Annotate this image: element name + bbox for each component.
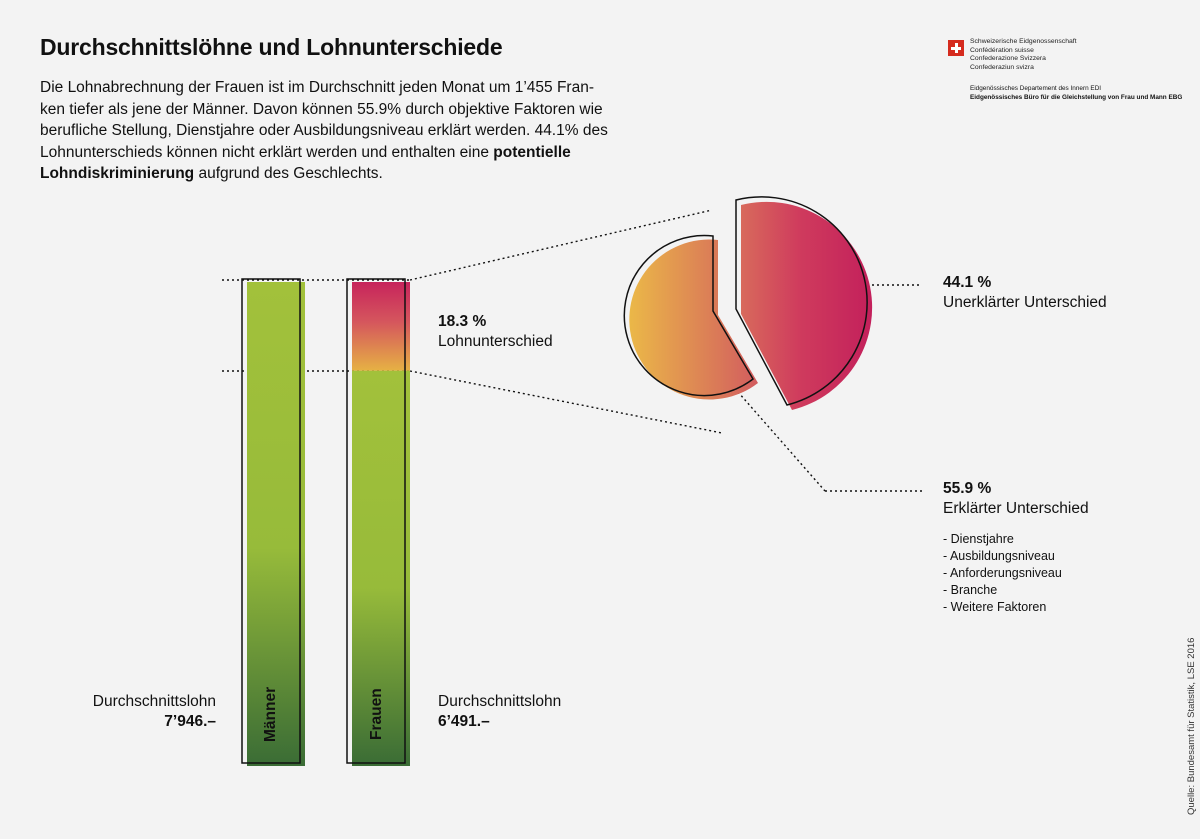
bar-maenner-outline [241,278,301,764]
wage-label-frauen: Durchschnittslohn 6’491.– [438,692,561,732]
intro-line-1: Die Lohnabrechnung der Frauen ist im Dur… [40,79,594,96]
explained-value: 55.9 % [943,480,992,497]
factor-item: - Anforderungsniveau [943,566,1062,580]
source-note: Quelle: Bundesamt für Statistik, LSE 201… [1186,637,1197,815]
bar-label-maenner: Männer [262,687,279,742]
pie-slice-unexplained [741,201,873,410]
intro-bold-2: Lohndiskriminierung [40,165,195,182]
logo-line-2: Confédération suisse [970,46,1034,54]
bar-label-frauen: Frauen [368,688,385,740]
page-title: Durchschnittslöhne und Lohnunterschiede [40,34,503,60]
bars [241,278,410,766]
bar-frauen [352,370,410,766]
intro-line-2: ken tiefer als jene der Männer. Davon kö… [40,100,603,118]
pie-chart [623,196,873,410]
bar-frauen-gap [352,282,410,371]
explained-label: 55.9 % Erklärter Unterschied [943,479,1089,519]
intro-bold-1: potentielle [493,143,571,161]
pie-slice-unexplained-outline [735,196,868,406]
unexplained-value: 44.1 % [943,274,992,291]
leader-explained-1 [737,391,826,492]
gap-label: 18.3 % Lohnunterschied [438,312,553,352]
swiss-flag-icon [948,40,964,56]
gap-value: 18.3 % [438,313,487,330]
factor-list: - Dienstjahre - Ausbildungsniveau - Anfo… [943,531,1062,616]
intro-text: Die Lohnabrechnung der Frauen ist im Dur… [40,77,640,185]
unexplained-label: 44.1 % Unerklärter Unterschied [943,273,1107,313]
wage-value-frauen: 6’491.– [438,713,490,730]
factor-item: - Dienstjahre [943,532,1014,546]
intro-line-4: Lohnunterschieds können nicht erklärt we… [40,143,494,161]
logo-dept-1: Eidgenössisches Departement des Innern E… [970,85,1102,92]
explained-name: Erklärter Unterschied [943,500,1089,517]
logo-names: Schweizerische Eidgenossenschaft Confédé… [970,38,1077,72]
pie-slice-explained-outline [623,234,754,397]
wage-title-maenner: Durchschnittslohn [92,693,216,710]
bar-frauen-outline [346,278,406,764]
pie-slice-explained [629,239,758,400]
intro-line-3: berufliche Stellung, Dienstjahre oder Au… [40,122,608,139]
logo-line-3: Confederazione Svizzera [970,55,1046,62]
logo-line-4: Confederaziun svizra [970,63,1034,71]
logo-dept-2: Eidgenössisches Büro für die Gleichstell… [970,93,1183,101]
unexplained-name: Unerklärter Unterschied [943,294,1107,311]
gap-text: Lohnunterschied [438,333,553,350]
factor-item: - Ausbildungsniveau [943,549,1055,563]
wage-value-maenner: 7’946.– [164,713,216,730]
factor-item: - Branche [943,583,998,597]
factor-item: - Weitere Faktoren [943,600,1047,614]
wage-label-maenner: Durchschnittslohn 7’946.– [93,692,216,732]
zoom-line-top [409,209,713,281]
intro-line-5: aufgrund des Geschlechts. [194,165,383,182]
logo-line-1: Schweizerische Eidgenossenschaft [970,38,1077,45]
bar-maenner [247,282,305,766]
logo-department: Eidgenössisches Departement des Innern E… [970,85,1182,102]
zoom-line-bottom [409,370,723,434]
wage-title-frauen: Durchschnittslohn [438,693,562,710]
